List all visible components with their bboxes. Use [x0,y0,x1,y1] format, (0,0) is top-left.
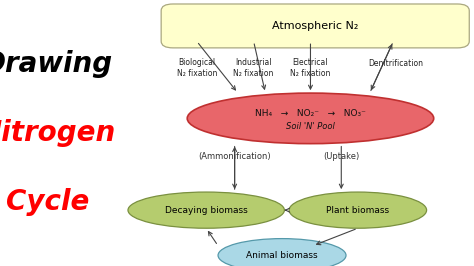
Ellipse shape [187,93,434,144]
Text: Nitrogen: Nitrogen [0,119,116,147]
Ellipse shape [289,192,427,228]
Text: Animal biomass: Animal biomass [246,251,318,260]
Text: Industrial
N₂ fixation: Industrial N₂ fixation [233,58,274,77]
Text: Atmospheric N₂: Atmospheric N₂ [272,21,358,31]
Text: Decaying biomass: Decaying biomass [165,206,247,215]
Text: Denitrification: Denitrification [368,59,423,68]
FancyBboxPatch shape [161,4,469,48]
Text: (Ammonification): (Ammonification) [198,152,271,161]
Text: (Uptake): (Uptake) [323,152,359,161]
Text: Soil 'N' Pool: Soil 'N' Pool [286,122,335,131]
Text: Biological
N₂ fixation: Biological N₂ fixation [176,58,217,77]
Text: Plant biomass: Plant biomass [326,206,390,215]
Ellipse shape [128,192,284,228]
Ellipse shape [218,239,346,266]
Text: NH₄   →   NO₂⁻   →   NO₃⁻: NH₄ → NO₂⁻ → NO₃⁻ [255,109,366,118]
Text: Electrical
N₂ fixation: Electrical N₂ fixation [290,58,331,77]
Text: Cycle: Cycle [6,188,89,216]
Text: Drawing: Drawing [0,50,112,78]
